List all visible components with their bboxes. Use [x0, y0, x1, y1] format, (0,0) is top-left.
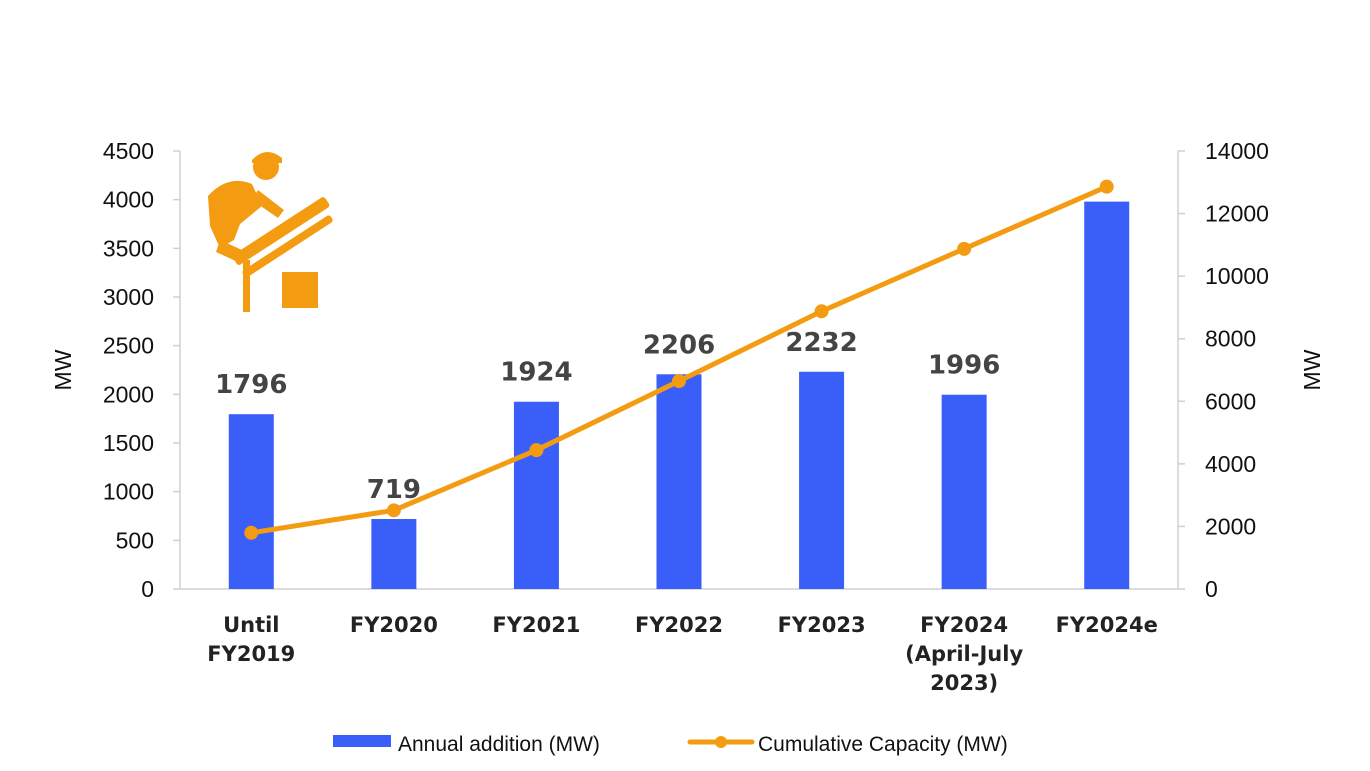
- bar: [371, 519, 417, 589]
- right-tick-label: 0: [1205, 576, 1218, 602]
- bar: [941, 394, 987, 589]
- category-label: FY2022: [635, 613, 723, 637]
- legend-label-bar: Annual addition (MW): [398, 733, 600, 756]
- right-tick-label: 14000: [1205, 138, 1269, 164]
- bar: [799, 371, 845, 589]
- cumulative-point: [814, 304, 829, 319]
- cumulative-point: [244, 525, 259, 540]
- cumulative-point: [1099, 179, 1114, 194]
- category-label: (April-July: [905, 642, 1023, 666]
- cumulative-point: [529, 443, 544, 458]
- right-tick-label: 4000: [1205, 451, 1256, 477]
- right-tick-label: 8000: [1205, 326, 1256, 352]
- category-label: FY2021: [492, 613, 580, 637]
- bars: [228, 201, 1130, 589]
- axes: 0 500 1000 1500 2000 2500 3000 3500 4000 4500 0 200…: [50, 138, 1325, 695]
- bar: [228, 414, 274, 589]
- data-label: 719: [367, 475, 421, 505]
- legend: Annual addition (MW) Cumulative Capacity …: [333, 733, 1008, 756]
- data-label: 2206: [643, 330, 715, 360]
- left-tick-label: 4000: [103, 187, 154, 213]
- left-tick-label: 0: [141, 576, 154, 602]
- data-label: 1996: [928, 351, 1000, 381]
- category-label: 2023): [930, 671, 998, 695]
- bar: [513, 401, 559, 589]
- data-labels: 1796 719 1924 2206 2232 1996: [215, 328, 1000, 505]
- cumulative-point: [957, 241, 972, 256]
- legend-label-line: Cumulative Capacity (MW): [758, 733, 1008, 756]
- right-tick-label: 10000: [1205, 263, 1269, 289]
- left-tick-label: 4500: [103, 138, 154, 164]
- category-label: FY2024e: [1056, 613, 1158, 637]
- left-tick-label: 2500: [103, 333, 154, 359]
- cumulative-line: [244, 179, 1114, 540]
- bar: [656, 374, 702, 589]
- cumulative-point: [672, 374, 686, 389]
- left-tick-label: 3000: [103, 284, 154, 310]
- right-tick-label: 6000: [1205, 388, 1256, 414]
- left-tick-label: 2000: [103, 381, 154, 407]
- left-tick-label: 500: [116, 527, 154, 553]
- cumulative-point: [386, 503, 401, 518]
- category-label: FY2019: [207, 642, 295, 666]
- left-tick-label: 3500: [103, 235, 154, 261]
- category-label: FY2020: [350, 613, 438, 637]
- category-label: FY2023: [778, 613, 866, 637]
- right-tick-label: 12000: [1205, 201, 1269, 227]
- solar-panel-installer-icon: [208, 151, 333, 312]
- left-axis-title: MW: [50, 349, 76, 390]
- category-label: Until: [223, 613, 279, 637]
- left-tick-label: 1000: [103, 479, 154, 505]
- category-label: FY2024: [920, 613, 1008, 637]
- right-tick-label: 2000: [1205, 513, 1256, 539]
- legend-swatch-marker: [715, 736, 727, 748]
- left-tick-label: 1500: [103, 430, 154, 456]
- data-label: 1796: [215, 370, 287, 400]
- right-axis-title: MW: [1299, 349, 1325, 390]
- legend-swatch-bar: [333, 735, 391, 747]
- bar: [1084, 201, 1130, 589]
- data-label: 2232: [785, 328, 857, 358]
- data-label: 1924: [500, 358, 572, 388]
